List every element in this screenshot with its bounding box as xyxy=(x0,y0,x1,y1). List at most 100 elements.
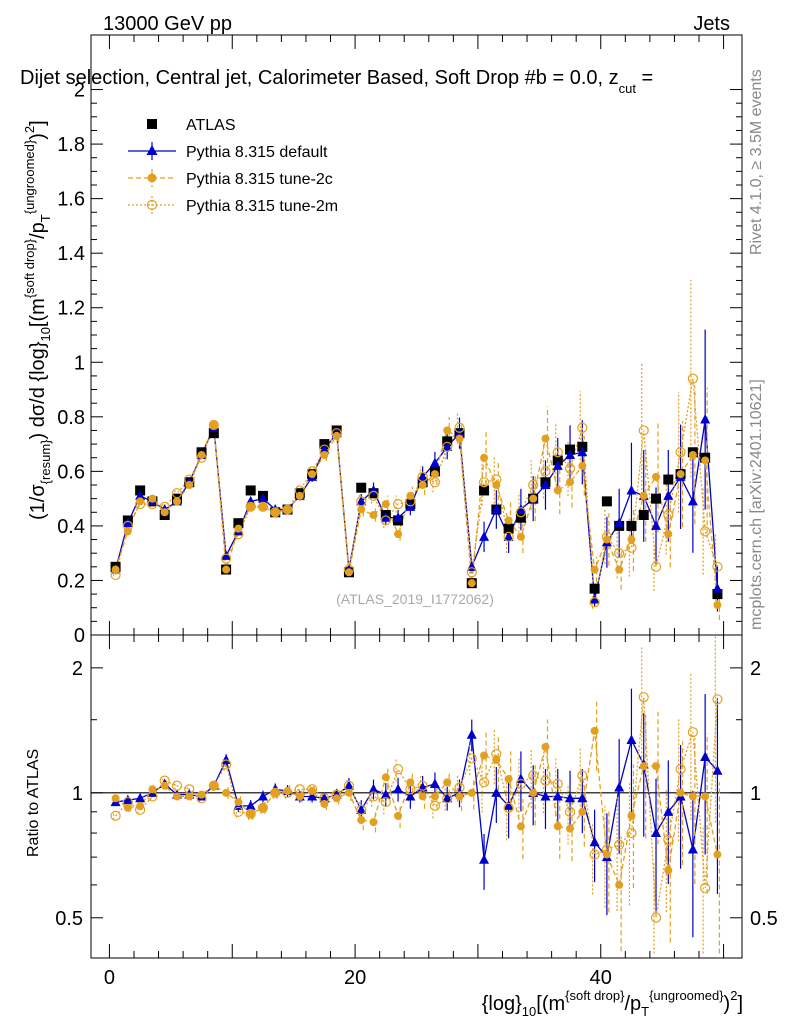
ratio-tune-2m-point xyxy=(405,784,416,795)
ratio-default-point xyxy=(565,792,576,803)
ratio-tune-2m-point xyxy=(663,834,674,846)
ratio-frame xyxy=(90,634,743,959)
ratio-default-point xyxy=(577,792,588,803)
ratio-tune-2c-point xyxy=(344,788,353,797)
ratio-default-point xyxy=(319,792,330,803)
tune-2m-point xyxy=(270,507,281,518)
ratio-tune-2c-point xyxy=(418,792,427,801)
ratio-tune-2c-point xyxy=(295,792,304,801)
tune-2c-point xyxy=(406,491,415,500)
tune-2m-point xyxy=(331,428,342,439)
ratio-tune-2c-point xyxy=(357,816,366,825)
default-point xyxy=(651,520,662,530)
tune-2m-point xyxy=(614,548,625,559)
tune-2c-point xyxy=(234,524,243,533)
legend-label: Pythia 8.315 tune-2m xyxy=(186,198,338,215)
ratio-tune-2c-point xyxy=(639,762,648,771)
ratio-tune-2c-point xyxy=(430,792,439,801)
ratio-default-point xyxy=(122,794,133,805)
ratio-tune-2c-point xyxy=(185,792,194,801)
tune-2c-point xyxy=(418,481,427,489)
default-point xyxy=(663,490,674,500)
series-tune-2m-markers xyxy=(110,373,723,608)
ratio-tune-2m-point xyxy=(270,787,281,798)
ratio-default-point xyxy=(503,800,514,810)
plot-title-text: Dijet selection, Central jet, Calorimete… xyxy=(20,67,619,89)
ratio-default-point xyxy=(663,806,674,816)
tune-2c-point xyxy=(308,470,317,479)
atlas-point xyxy=(712,589,723,600)
ratio-default-point xyxy=(442,792,453,803)
tune-2m-point xyxy=(306,466,318,477)
tune-2m-point xyxy=(429,477,441,488)
ratio-tune-2c-point xyxy=(381,773,390,782)
ratio-default-point xyxy=(491,787,502,797)
main-y-tick-label: 0.2 xyxy=(57,570,85,592)
ratio-tune-2c-point xyxy=(590,726,599,735)
default-point xyxy=(589,594,600,604)
x-tick-label: 20 xyxy=(344,967,366,989)
ratio-tune-2c-point xyxy=(713,850,722,859)
tune-2m-point xyxy=(663,509,674,521)
ratio-tune-2c-point xyxy=(480,751,489,760)
tune-2c-point xyxy=(455,434,464,443)
ratio-tune-2m-point xyxy=(319,793,330,804)
tune-2c-point xyxy=(553,486,562,495)
default-point xyxy=(479,531,490,541)
tune-2m-point xyxy=(159,501,170,512)
ratio-tune-2c-point xyxy=(578,807,587,816)
tune-2c-point xyxy=(566,478,575,487)
default-point xyxy=(417,471,428,481)
mcplots-side-label: mcplots.cern.ch [arXiv:2401.10621] xyxy=(748,379,765,630)
ratio-tune-2c-point xyxy=(553,822,562,831)
tune-2m-point xyxy=(601,531,612,542)
tune-2m-point xyxy=(233,528,244,540)
tune-2c-point xyxy=(332,431,341,440)
tune-2c-point xyxy=(320,451,329,459)
ratio-default-point xyxy=(651,827,662,838)
tune-2c-point xyxy=(676,470,685,479)
ratio-default-point xyxy=(626,734,637,745)
ratio-tune-2m-point xyxy=(110,810,121,821)
default-point xyxy=(614,517,625,528)
main-y-tick-label: 0.6 xyxy=(57,461,85,483)
ratio-tune-2c-point xyxy=(172,792,181,801)
ratio-tune-2m-point xyxy=(564,806,576,817)
ratio-tune-2m-point xyxy=(503,802,514,813)
ratio-tune-2c-point xyxy=(676,788,685,797)
tune-2c-point xyxy=(652,472,661,481)
tune-2c-point xyxy=(541,434,550,443)
tune-2m-point xyxy=(552,447,563,458)
series-line-tune-2m xyxy=(112,279,719,609)
tune-2m-point xyxy=(405,496,416,507)
ratio-default-point xyxy=(540,790,551,801)
tune-2m-point xyxy=(638,425,649,436)
tune-2m-point xyxy=(319,444,330,455)
atlas-point xyxy=(208,428,219,439)
ratio-tune-2m-point xyxy=(429,800,441,812)
tune-2c-point xyxy=(148,494,157,503)
tune-2c-point xyxy=(172,497,181,506)
ratio-tune-2m-point xyxy=(159,775,170,786)
ratio-tune-2m-point xyxy=(221,759,232,770)
tune-2c-point xyxy=(394,530,403,539)
ratio-tune-2m-point xyxy=(135,804,146,815)
ratio-tune-2c-point xyxy=(197,790,206,799)
ratio-tune-2c-point xyxy=(246,809,255,818)
category-label: Jets xyxy=(693,13,730,35)
ratio-default-point xyxy=(343,780,354,790)
ratio-default-point xyxy=(135,792,146,803)
ratio-tune-2m-point xyxy=(380,796,391,808)
ratio-default-point xyxy=(700,751,711,761)
ratio-tune-2c-point xyxy=(160,781,169,790)
ratio-line-tune-2c-path xyxy=(115,730,719,888)
ratio-tune-2m-point xyxy=(577,770,588,781)
main-y-tick-label: 1.8 xyxy=(57,134,85,156)
ratio-y-tick-label: 2 xyxy=(72,658,83,680)
default-point xyxy=(393,512,404,522)
ratio-default-point xyxy=(221,754,232,764)
ratio-tune-2m-point xyxy=(478,777,490,788)
ratio-y-axis-label: Ratio to ATLAS xyxy=(25,749,42,857)
ratio-tune-2m-point xyxy=(208,780,219,791)
tune-2c-point xyxy=(197,451,206,459)
